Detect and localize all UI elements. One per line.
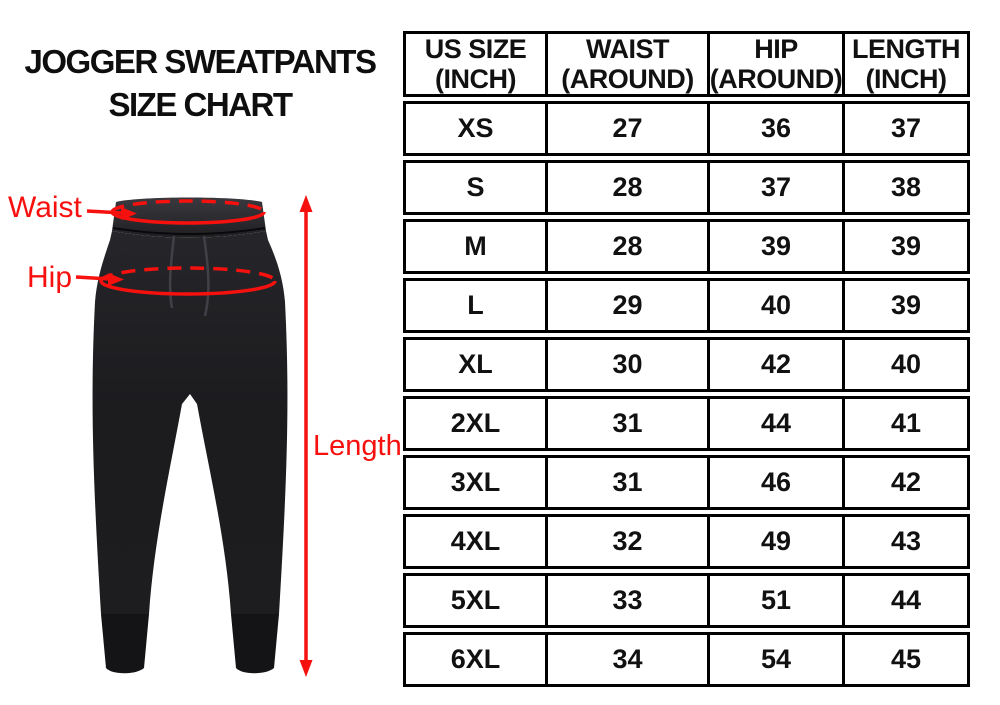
table-cell: 45 (842, 632, 970, 687)
table-cell: 36 (707, 101, 845, 156)
table-row: XS 27 36 37 (403, 101, 970, 156)
pants-right-cuff (231, 614, 279, 674)
table-row: S 28 37 38 (403, 160, 970, 215)
waist-ellipse-back (110, 199, 266, 213)
size-cell: 3XL (403, 455, 548, 510)
column-header: HIP (AROUND) (707, 31, 845, 97)
table-row: 5XL 33 51 44 (403, 573, 970, 628)
table-row: 6XL 34 54 45 (403, 632, 970, 687)
table-row: L 29 40 39 (403, 278, 970, 333)
table-cell: 37 (842, 101, 970, 156)
table-cell: 40 (707, 278, 845, 333)
table-cell: 46 (707, 455, 845, 510)
table-cell: 43 (842, 514, 970, 569)
waistband-seam (112, 227, 266, 235)
table-cell: 44 (707, 396, 845, 451)
size-table: US SIZE (INCH) WAIST (AROUND) HIP (AROUND)… (403, 31, 970, 687)
table-row: 4XL 32 49 43 (403, 514, 970, 569)
table-header-row: US SIZE (INCH) WAIST (AROUND) HIP (AROUND)… (403, 31, 970, 97)
table-cell: 34 (545, 632, 710, 687)
measurement-annotations (75, 195, 313, 677)
column-header: LENGTH (INCH) (842, 31, 970, 97)
table-cell: 27 (545, 101, 710, 156)
page-title-line2: SIZE CHART (108, 86, 294, 123)
table-cell: 39 (707, 219, 845, 274)
pants-figure: Waist Hip Length (0, 0, 402, 705)
table-row: XL 30 42 40 (403, 337, 970, 392)
size-cell: 4XL (403, 514, 548, 569)
size-cell: XS (403, 101, 548, 156)
table-cell: 41 (842, 396, 970, 451)
table-cell: 49 (707, 514, 845, 569)
page-title-line1: JOGGER SWEATPANTS (24, 43, 377, 80)
waist-ellipse-front (110, 211, 266, 225)
table-cell: 29 (545, 278, 710, 333)
drawstring-right (202, 235, 210, 317)
hip-ellipse-front (99, 280, 277, 296)
waist-arrow-line (86, 209, 124, 215)
table-cell: 40 (842, 337, 970, 392)
pants-waistband (112, 197, 266, 238)
hip-label: Hip (27, 261, 73, 294)
table-cell: 42 (842, 455, 970, 510)
hip-arrow-head (108, 273, 124, 286)
pants-illustration (75, 195, 313, 677)
size-cell: 2XL (403, 396, 548, 451)
table-cell: 37 (707, 160, 845, 215)
waist-label: Waist (8, 191, 82, 224)
table-row: 3XL 31 46 42 (403, 455, 970, 510)
table-cell: 30 (545, 337, 710, 392)
size-cell: XL (403, 337, 548, 392)
table-row: 2XL 31 44 41 (403, 396, 970, 451)
size-cell: 5XL (403, 573, 548, 628)
table-cell: 42 (707, 337, 845, 392)
hip-arrow-line (75, 275, 111, 281)
pants-body-group (92, 197, 288, 674)
table-cell: 31 (545, 396, 710, 451)
table-cell: 54 (707, 632, 845, 687)
table-cell: 51 (707, 573, 845, 628)
column-header: WAIST (AROUND) (545, 31, 710, 97)
table-cell: 39 (842, 278, 970, 333)
length-arrow-head-bottom (299, 660, 313, 677)
length-arrow-head-top (299, 195, 313, 212)
table-cell: 28 (545, 160, 710, 215)
table-cell: 31 (545, 455, 710, 510)
table-cell: 38 (842, 160, 970, 215)
drawstring-left (168, 235, 176, 309)
table-cell: 39 (842, 219, 970, 274)
column-header: US SIZE (INCH) (403, 31, 548, 97)
table-cell: 33 (545, 573, 710, 628)
size-cell: S (403, 160, 548, 215)
table-cell: 32 (545, 514, 710, 569)
table-row: M 28 39 39 (403, 219, 970, 274)
pants-left-cuff (101, 614, 149, 674)
size-cell: L (403, 278, 548, 333)
waist-arrow-head (121, 207, 137, 220)
table-cell: 28 (545, 219, 710, 274)
size-cell: 6XL (403, 632, 548, 687)
length-label: Length (313, 430, 402, 462)
table-cell: 44 (842, 573, 970, 628)
page-title: JOGGER SWEATPANTS SIZE CHART (0, 40, 400, 126)
size-cell: M (403, 219, 548, 274)
pants-legs (92, 231, 288, 614)
